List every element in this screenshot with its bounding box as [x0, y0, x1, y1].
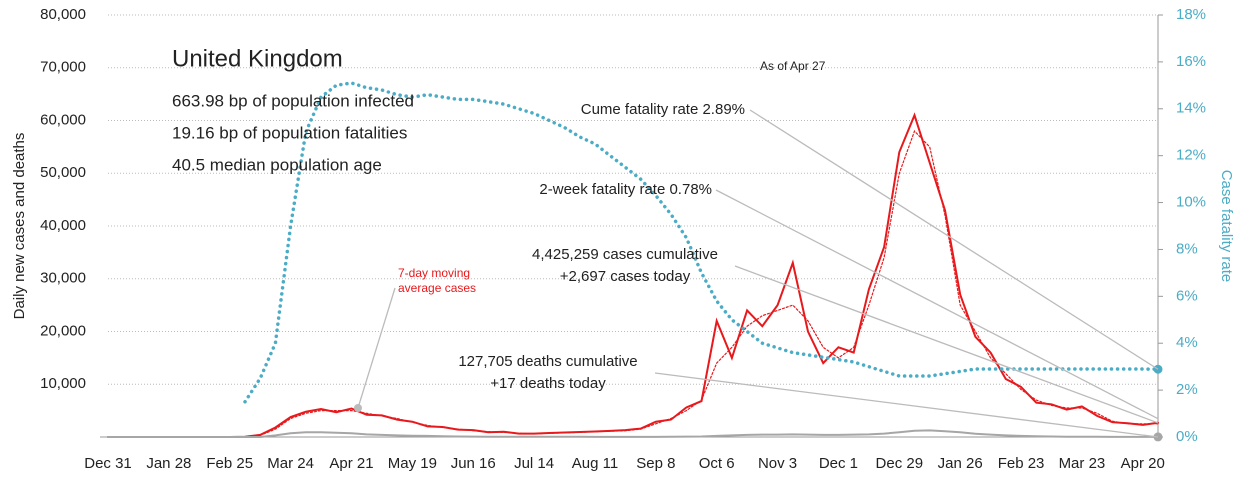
- y-tick-label: 40,000: [40, 217, 86, 234]
- x-tick-label: Feb 25: [206, 455, 253, 472]
- annotation: 127,705 deaths cumulative: [458, 353, 637, 370]
- callout-line: [734, 265, 1159, 424]
- y2-axis-label: Case fatality rate: [1218, 170, 1235, 283]
- y-tick-label: 70,000: [40, 59, 86, 76]
- y2-tick-label: 4%: [1176, 334, 1198, 351]
- y2-tick-label: 6%: [1176, 287, 1198, 304]
- x-tick-label: Jun 16: [451, 455, 496, 472]
- annotation: 2-week fatality rate 0.78%: [539, 181, 712, 198]
- x-tick-label: May 19: [388, 455, 437, 472]
- callout-line: [654, 372, 1159, 438]
- x-tick-label: Dec 31: [84, 455, 132, 472]
- y-tick-label: 50,000: [40, 164, 86, 181]
- annotation: 7-day moving: [398, 266, 470, 280]
- chart-title: United Kingdom: [172, 45, 343, 72]
- y2-tick-label: 14%: [1176, 100, 1206, 117]
- y2-tick-label: 10%: [1176, 194, 1206, 211]
- x-tick-label: Sep 8: [636, 455, 675, 472]
- y-axis-label: Daily new cases and deaths: [11, 133, 28, 320]
- annotation: Cume fatality rate 2.89%: [581, 101, 745, 118]
- callout-dot: [354, 404, 362, 412]
- y-tick-label: 30,000: [40, 270, 86, 287]
- y2-tick-label: 0%: [1176, 428, 1198, 445]
- x-tick-label: Jan 26: [938, 455, 983, 472]
- x-tick-label: Apr 20: [1121, 455, 1165, 472]
- annotation: +2,697 cases today: [560, 268, 691, 285]
- x-tick-label: Dec 29: [876, 455, 924, 472]
- subtitle: 663.98 bp of population infected: [172, 91, 414, 110]
- subtitle: 19.16 bp of population fatalities: [172, 123, 407, 142]
- series-line: [107, 129, 1159, 438]
- x-tick-label: Feb 23: [998, 455, 1045, 472]
- y2-tick-label: 12%: [1176, 147, 1206, 164]
- annotation: 4,425,259 cases cumulative: [532, 246, 718, 263]
- x-tick-label: Jan 28: [146, 455, 191, 472]
- x-tick-label: Mar 23: [1059, 455, 1106, 472]
- y2-tick-label: 16%: [1176, 53, 1206, 70]
- y-tick-label: 20,000: [40, 322, 86, 339]
- callout-line: [357, 287, 396, 409]
- x-tick-label: Mar 24: [267, 455, 314, 472]
- callout-line: [749, 109, 1159, 370]
- y-tick-label: 10,000: [40, 375, 86, 392]
- x-tick-label: Apr 21: [329, 455, 373, 472]
- x-tick-label: Oct 6: [699, 455, 735, 472]
- y-tick-label: 60,000: [40, 111, 86, 128]
- y2-tick-label: 2%: [1176, 381, 1198, 398]
- x-tick-label: Aug 11: [572, 455, 618, 472]
- y2-tick-label: 18%: [1176, 6, 1206, 23]
- x-tick-label: Dec 1: [819, 455, 858, 472]
- x-tick-label: Nov 3: [758, 455, 797, 472]
- as-of: As of Apr 27: [760, 59, 826, 73]
- x-tick-label: Jul 14: [514, 455, 554, 472]
- annotation: +17 deaths today: [490, 375, 606, 392]
- subtitle: 40.5 median population age: [172, 155, 382, 174]
- annotation: average cases: [398, 281, 476, 295]
- y2-tick-label: 8%: [1176, 240, 1198, 257]
- series-line: [107, 429, 1159, 438]
- callout-line: [715, 189, 1159, 420]
- y-tick-label: 80,000: [40, 6, 86, 23]
